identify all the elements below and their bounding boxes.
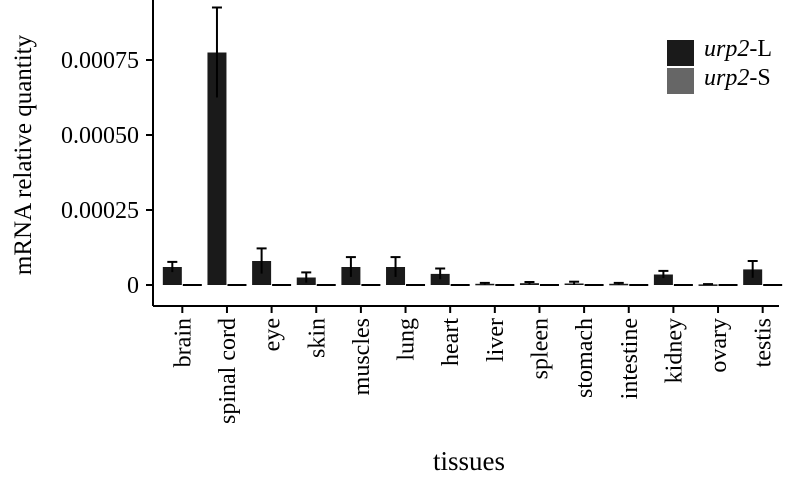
x-tick-label: stomach [572, 318, 598, 398]
bar-urp2-s [718, 284, 738, 286]
legend-label-urp2-l: urp2-L [704, 36, 772, 62]
bar-urp2-s [539, 284, 559, 286]
legend-swatch-urp2-l [667, 40, 694, 66]
y-axis-label: mRNA relative quantity [10, 34, 37, 275]
bar-urp2-s [182, 284, 202, 286]
bar-urp2-s [450, 284, 470, 286]
x-tick-label: brain [170, 318, 196, 367]
x-axis-label: tissues [433, 446, 505, 476]
y-tick-label: 0.00025 [61, 198, 139, 224]
bar-urp2-s [316, 284, 336, 286]
x-tick-label: eye [260, 318, 286, 351]
legend-label-urp2-s: urp2-S [704, 65, 771, 91]
x-tick-label: spinal cord [215, 318, 241, 424]
y-tick-label: 0.00075 [61, 48, 139, 74]
bar-urp2-l [162, 267, 182, 285]
bar-urp2-l [207, 52, 227, 285]
bar-urp2-s [584, 284, 604, 286]
bar-urp2-s [629, 284, 649, 286]
bar-urp2-s [495, 284, 515, 286]
y-tick-label: 0 [127, 273, 139, 299]
x-tick-label: skin [304, 318, 330, 358]
bar-urp2-l [653, 274, 673, 285]
x-tick-label: heart [438, 318, 464, 366]
bar-urp2-s [406, 284, 426, 286]
y-tick-label: 0.00050 [61, 123, 139, 149]
bar-urp2-s [673, 284, 693, 286]
x-tick-label: kidney [661, 318, 687, 383]
bar-urp2-s [227, 284, 247, 286]
x-tick-label: liver [483, 318, 509, 362]
x-tick-label: spleen [527, 318, 553, 379]
x-tick-label: testis [751, 318, 777, 367]
legend-swatch-urp2-s [667, 68, 694, 94]
x-tick-label: intestine [617, 318, 643, 399]
x-tick-label: lung [394, 318, 420, 361]
bar-urp2-l [698, 284, 718, 286]
bar-urp2-s [763, 284, 783, 286]
x-tick-label: ovary [706, 318, 732, 373]
bar-urp2-s [272, 284, 292, 286]
x-tick-label: muscles [349, 318, 375, 395]
bar-urp2-s [361, 284, 381, 286]
bar-urp2-l [430, 273, 450, 285]
